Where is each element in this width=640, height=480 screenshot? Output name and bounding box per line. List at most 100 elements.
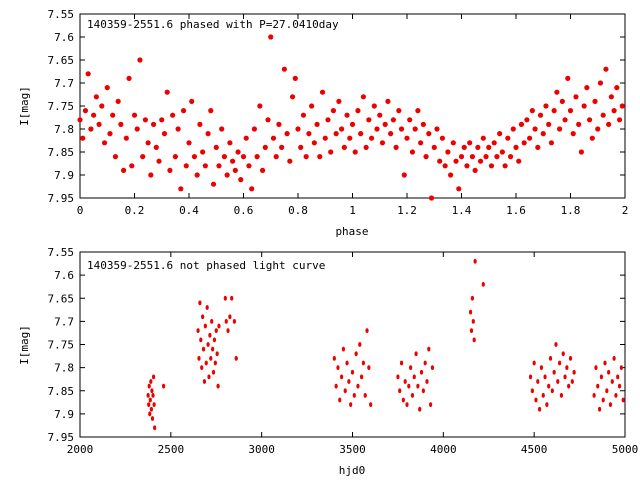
data-point — [421, 388, 425, 394]
data-point — [429, 402, 433, 408]
data-point — [388, 131, 394, 137]
data-point — [257, 103, 263, 109]
x-tick-label: 0.4 — [179, 204, 199, 217]
data-point — [409, 365, 413, 371]
data-point — [96, 121, 102, 127]
data-point — [401, 172, 407, 178]
data-point — [401, 397, 405, 403]
data-point — [148, 411, 152, 417]
x-tick-label: 5000 — [612, 443, 639, 456]
data-point — [208, 108, 214, 114]
data-point — [149, 406, 153, 412]
data-point — [423, 154, 429, 160]
data-point — [228, 314, 232, 320]
data-point — [491, 140, 497, 146]
data-point — [147, 402, 151, 408]
data-point — [467, 140, 473, 146]
data-point — [471, 318, 475, 324]
data-point — [483, 154, 489, 160]
data-point — [358, 131, 364, 137]
data-point — [426, 131, 432, 137]
data-point — [548, 140, 555, 146]
data-point — [145, 140, 151, 146]
data-point — [418, 140, 424, 146]
x-tick-label: 0.8 — [288, 204, 308, 217]
data-point — [205, 131, 211, 137]
data-point — [268, 34, 274, 40]
x-tick-label: 4500 — [521, 443, 548, 456]
data-point — [216, 163, 222, 169]
chart-title-top: 140359-2551.6 phased with P=27.0410day — [87, 18, 339, 31]
data-point — [398, 126, 405, 132]
x-tick-label: 0.6 — [234, 204, 254, 217]
data-point — [539, 365, 544, 371]
data-point — [279, 144, 285, 150]
data-point — [502, 163, 508, 169]
data-point — [547, 383, 551, 389]
data-point — [550, 388, 554, 394]
data-point — [99, 103, 105, 109]
data-point — [603, 360, 607, 366]
data-point — [191, 154, 198, 160]
data-point — [201, 314, 205, 320]
data-point — [355, 108, 361, 114]
data-point — [527, 135, 533, 141]
data-point — [219, 126, 225, 132]
data-point — [137, 57, 143, 63]
data-point — [134, 126, 140, 132]
data-point — [223, 295, 227, 301]
data-point — [535, 144, 541, 150]
data-point — [434, 126, 440, 132]
data-point — [546, 121, 552, 127]
y-axis-label-bottom: I[mag] — [18, 325, 31, 365]
data-point — [486, 144, 492, 150]
data-point — [393, 144, 399, 150]
data-point — [325, 117, 331, 123]
x-tick-label: 0.2 — [125, 204, 145, 217]
data-point — [230, 295, 234, 301]
data-point — [559, 392, 564, 398]
ticks-top: 0 0.2 0.4 0.6 0.8 1 1.2 1.4 1.6 1.8 2 7.55 7.6 7.65 7.… — [48, 8, 629, 217]
data-point — [475, 144, 481, 150]
data-point — [333, 131, 339, 137]
data-point — [183, 163, 189, 169]
data-point — [213, 144, 219, 150]
data-point — [284, 131, 290, 137]
data-point — [366, 117, 372, 123]
data-point — [186, 140, 192, 146]
data-point — [469, 328, 474, 334]
data-point — [200, 365, 204, 371]
y-tick-label: 7.6 — [54, 269, 74, 282]
x-tick-label: 2500 — [158, 443, 185, 456]
x-tick-label: 1.2 — [397, 204, 417, 217]
data-point — [573, 94, 579, 100]
data-point — [338, 397, 342, 403]
data-point — [554, 89, 560, 95]
data-point — [530, 388, 534, 394]
data-point — [230, 158, 236, 164]
data-point — [568, 355, 573, 361]
data-point — [249, 186, 255, 192]
data-point — [554, 342, 558, 347]
data-point — [410, 392, 415, 398]
data-point — [614, 85, 620, 91]
data-point — [545, 402, 549, 408]
y-tick-label: 7.85 — [48, 385, 75, 398]
data-point — [227, 140, 233, 146]
data-point — [336, 98, 342, 104]
data-point — [224, 172, 230, 178]
data-point — [251, 126, 257, 132]
data-point — [360, 94, 366, 100]
data-point — [494, 154, 500, 160]
data-point — [427, 346, 431, 352]
data-point — [217, 323, 221, 329]
data-point — [82, 108, 89, 114]
data-point — [167, 167, 173, 173]
data-point — [608, 94, 614, 100]
data-point — [597, 80, 604, 86]
data-point — [198, 300, 202, 306]
data-point — [481, 281, 485, 287]
data-point — [412, 126, 418, 132]
data-point — [344, 112, 350, 118]
data-point — [572, 369, 576, 375]
